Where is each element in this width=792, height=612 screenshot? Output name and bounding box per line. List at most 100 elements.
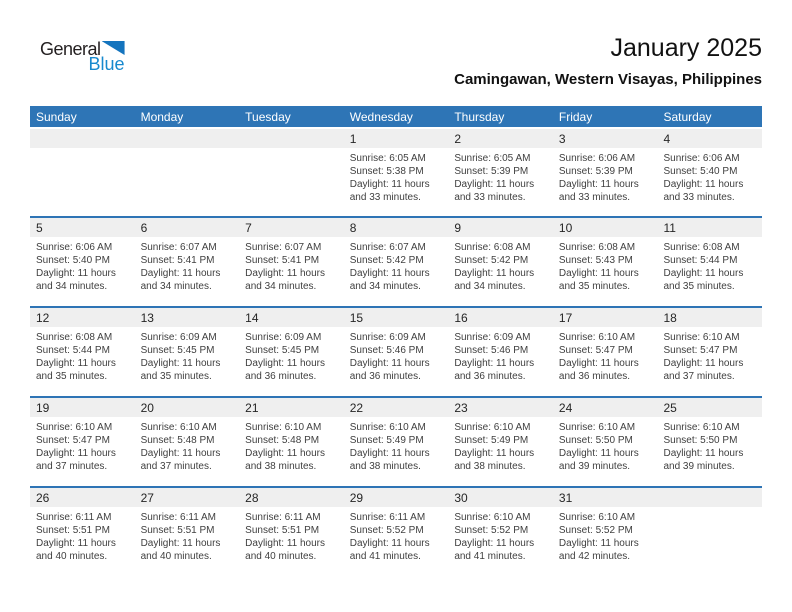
day-cell: 10 Sunrise: 6:08 AM Sunset: 5:43 PM Dayligh…	[552, 218, 658, 306]
day-details: Sunrise: 6:11 AM Sunset: 5:52 PM Daylight:…	[344, 507, 449, 563]
day-details: Sunrise: 6:05 AM Sunset: 5:38 PM Daylight:…	[344, 148, 449, 204]
daylight-text: Daylight: 11 hours and 33 minutes.	[454, 179, 535, 203]
sunset-text: Sunset: 5:51 PM	[245, 525, 320, 536]
day-details: Sunrise: 6:06 AM Sunset: 5:40 PM Daylight:…	[657, 148, 762, 204]
day-number	[239, 129, 344, 148]
day-header-saturday: Saturday	[663, 109, 712, 124]
day-details: Sunrise: 6:08 AM Sunset: 5:43 PM Daylight:…	[553, 237, 658, 293]
sunset-text: Sunset: 5:48 PM	[245, 435, 320, 446]
day-details: Sunrise: 6:09 AM Sunset: 5:46 PM Daylight:…	[344, 327, 449, 383]
day-number: 31	[552, 488, 658, 507]
day-cell: 13 Sunrise: 6:09 AM Sunset: 5:45 PM Dayligh…	[134, 308, 240, 396]
sunrise-text: Sunrise: 6:07 AM	[245, 242, 322, 253]
daylight-text: Daylight: 11 hours and 37 minutes.	[663, 358, 744, 382]
day-details: Sunrise: 6:05 AM Sunset: 5:39 PM Daylight:…	[448, 148, 553, 204]
daylight-text: Daylight: 11 hours and 33 minutes.	[349, 179, 430, 203]
sunset-text: Sunset: 5:43 PM	[558, 255, 633, 266]
sunrise-text: Sunrise: 6:09 AM	[349, 332, 426, 343]
day-details: Sunrise: 6:06 AM Sunset: 5:40 PM Daylight:…	[30, 237, 135, 293]
week-row: 26 Sunrise: 6:11 AM Sunset: 5:51 PM Dayligh…	[30, 486, 763, 576]
daylight-text: Daylight: 11 hours and 33 minutes.	[663, 179, 744, 203]
day-details: Sunrise: 6:06 AM Sunset: 5:39 PM Daylight:…	[553, 148, 658, 204]
day-number: 11	[657, 218, 763, 237]
sunset-text: Sunset: 5:47 PM	[36, 435, 110, 446]
day-cell: 4 Sunrise: 6:06 AM Sunset: 5:40 PM Daylight…	[657, 129, 763, 216]
day-header-monday: Monday	[140, 109, 184, 124]
daylight-text: Daylight: 11 hours and 36 minutes.	[245, 358, 326, 382]
day-header-friday: Friday	[558, 109, 593, 124]
day-number: 26	[30, 488, 135, 507]
daylight-text: Daylight: 11 hours and 36 minutes.	[349, 358, 430, 382]
day-header-thursday: Thursday	[454, 109, 505, 124]
day-details: Sunrise: 6:08 AM Sunset: 5:42 PM Daylight:…	[448, 237, 553, 293]
day-number: 24	[552, 398, 658, 417]
sunrise-text: Sunrise: 6:10 AM	[454, 512, 531, 523]
daylight-text: Daylight: 11 hours and 36 minutes.	[558, 358, 639, 382]
day-number: 12	[30, 308, 135, 327]
logo-text-blue: Blue	[88, 54, 125, 74]
sunset-text: Sunset: 5:41 PM	[140, 255, 215, 266]
sunrise-text: Sunrise: 6:06 AM	[663, 153, 740, 164]
sunrise-text: Sunrise: 6:09 AM	[245, 332, 322, 343]
day-details: Sunrise: 6:10 AM Sunset: 5:48 PM Daylight:…	[135, 417, 240, 473]
day-cell: 5 Sunrise: 6:06 AM Sunset: 5:40 PM Daylight…	[30, 218, 135, 306]
daylight-text: Daylight: 11 hours and 42 minutes.	[558, 538, 639, 562]
calendar-grid: 1 Sunrise: 6:05 AM Sunset: 5:38 PM Daylight…	[30, 129, 763, 576]
day-details: Sunrise: 6:07 AM Sunset: 5:41 PM Daylight:…	[135, 237, 240, 293]
day-cell: 26 Sunrise: 6:11 AM Sunset: 5:51 PM Dayligh…	[30, 488, 135, 576]
sunset-text: Sunset: 5:52 PM	[349, 525, 424, 536]
sunrise-text: Sunrise: 6:10 AM	[36, 422, 113, 433]
sunset-text: Sunset: 5:39 PM	[454, 166, 529, 177]
sunset-text: Sunset: 5:40 PM	[663, 166, 738, 177]
daylight-text: Daylight: 11 hours and 41 minutes.	[454, 538, 535, 562]
day-number: 13	[134, 308, 240, 327]
sunrise-text: Sunrise: 6:10 AM	[663, 332, 740, 343]
sunrise-text: Sunrise: 6:06 AM	[558, 153, 636, 164]
day-header-wednesday: Wednesday	[349, 109, 413, 124]
day-details: Sunrise: 6:10 AM Sunset: 5:47 PM Daylight:…	[553, 327, 658, 383]
day-number: 28	[239, 488, 344, 507]
daylight-text: Daylight: 11 hours and 34 minutes.	[349, 268, 430, 292]
logo-row: General	[40, 40, 125, 58]
day-number: 1	[343, 129, 449, 148]
sunset-text: Sunset: 5:42 PM	[349, 255, 424, 266]
day-cell: 17 Sunrise: 6:10 AM Sunset: 5:47 PM Dayligh…	[552, 308, 658, 396]
day-number: 9	[448, 218, 553, 237]
day-header-row: Sunday Monday Tuesday Wednesday Thursday…	[30, 106, 762, 127]
sunset-text: Sunset: 5:52 PM	[454, 525, 529, 536]
day-details: Sunrise: 6:10 AM Sunset: 5:50 PM Daylight:…	[553, 417, 658, 473]
sunrise-text: Sunrise: 6:10 AM	[558, 422, 636, 433]
sunrise-text: Sunrise: 6:07 AM	[349, 242, 426, 253]
week-row: 5 Sunrise: 6:06 AM Sunset: 5:40 PM Daylight…	[30, 216, 763, 306]
month-calendar: Sunday Monday Tuesday Wednesday Thursday…	[30, 106, 763, 576]
sunrise-text: Sunrise: 6:06 AM	[36, 242, 113, 253]
sunset-text: Sunset: 5:46 PM	[349, 345, 424, 356]
daylight-text: Daylight: 11 hours and 38 minutes.	[245, 448, 326, 472]
day-cell: 7 Sunrise: 6:07 AM Sunset: 5:41 PM Daylight…	[239, 218, 344, 306]
day-details: Sunrise: 6:10 AM Sunset: 5:49 PM Daylight:…	[344, 417, 449, 473]
daylight-text: Daylight: 11 hours and 41 minutes.	[349, 538, 430, 562]
day-number: 20	[134, 398, 240, 417]
sunrise-text: Sunrise: 6:10 AM	[558, 332, 636, 343]
sunset-text: Sunset: 5:47 PM	[558, 345, 633, 356]
sunrise-text: Sunrise: 6:11 AM	[245, 512, 321, 523]
sunrise-text: Sunrise: 6:05 AM	[349, 153, 426, 164]
day-cell: 1 Sunrise: 6:05 AM Sunset: 5:38 PM Daylight…	[343, 129, 449, 216]
day-cell: 9 Sunrise: 6:08 AM Sunset: 5:42 PM Daylight…	[448, 218, 553, 306]
sunrise-text: Sunrise: 6:11 AM	[36, 512, 112, 523]
day-cell: 3 Sunrise: 6:06 AM Sunset: 5:39 PM Daylight…	[552, 129, 658, 216]
daylight-text: Daylight: 11 hours and 37 minutes.	[36, 448, 116, 472]
sunset-text: Sunset: 5:48 PM	[140, 435, 215, 446]
day-number: 29	[343, 488, 449, 507]
daylight-text: Daylight: 11 hours and 35 minutes.	[36, 358, 116, 382]
daylight-text: Daylight: 11 hours and 34 minutes.	[140, 268, 221, 292]
day-details: Sunrise: 6:11 AM Sunset: 5:51 PM Daylight:…	[30, 507, 135, 563]
day-cell: 23 Sunrise: 6:10 AM Sunset: 5:49 PM Dayligh…	[448, 398, 553, 486]
day-details: Sunrise: 6:11 AM Sunset: 5:51 PM Daylight:…	[135, 507, 240, 563]
day-number: 21	[239, 398, 344, 417]
daylight-text: Daylight: 11 hours and 40 minutes.	[140, 538, 221, 562]
day-cell: 18 Sunrise: 6:10 AM Sunset: 5:47 PM Dayligh…	[657, 308, 763, 396]
sunrise-text: Sunrise: 6:10 AM	[140, 422, 217, 433]
daylight-text: Daylight: 11 hours and 36 minutes.	[454, 358, 535, 382]
